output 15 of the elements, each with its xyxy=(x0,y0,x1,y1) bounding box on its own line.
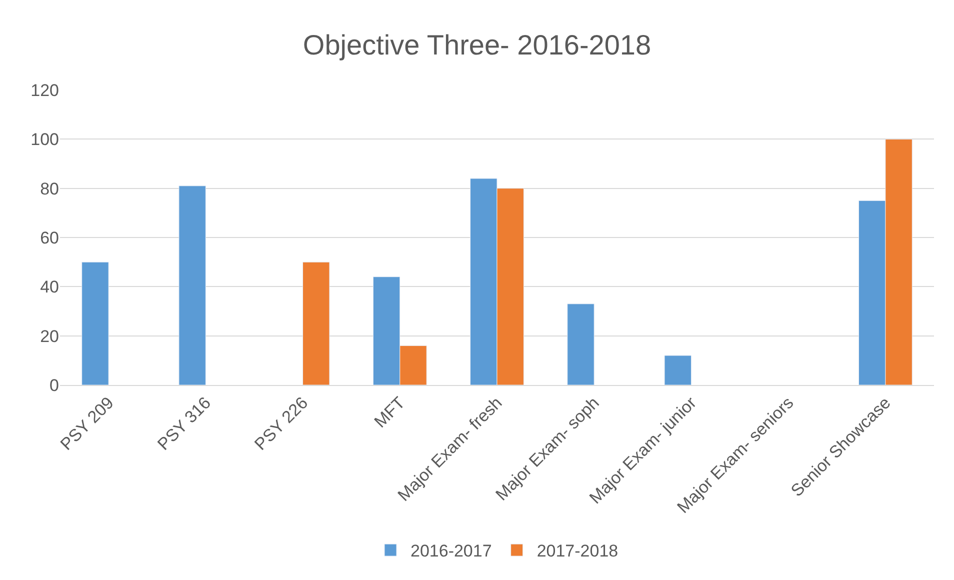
y-tick-label: 40 xyxy=(40,278,59,297)
y-tick-label: 80 xyxy=(40,179,59,198)
y-tick-label: 0 xyxy=(50,376,59,395)
y-tick-label: 120 xyxy=(30,80,59,100)
bar xyxy=(178,186,206,385)
legend-label: 2017-2018 xyxy=(536,542,618,561)
bar xyxy=(567,304,594,385)
y-tick-label: 60 xyxy=(40,228,59,248)
legend-label: 2016-2017 xyxy=(410,542,492,561)
bar xyxy=(82,262,109,385)
y-tick-label: 20 xyxy=(40,326,59,346)
y-tick-label: 100 xyxy=(30,130,59,150)
chart-title: Objective Three- 2016-2018 xyxy=(302,29,652,60)
bar xyxy=(664,355,692,385)
bar xyxy=(302,262,330,385)
